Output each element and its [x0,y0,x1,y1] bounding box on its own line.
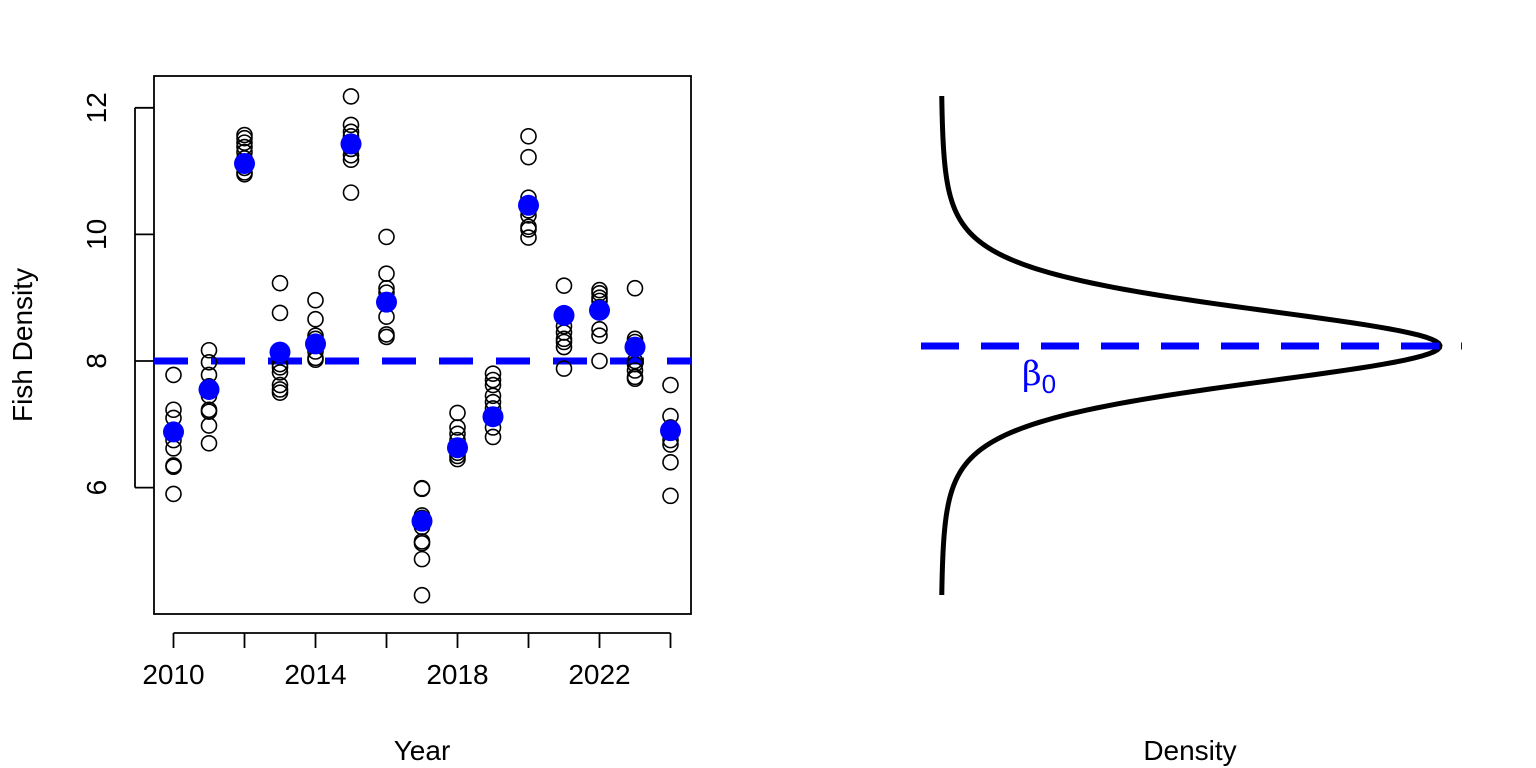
year-mean-point [198,378,220,400]
year-mean-point [305,333,326,355]
observation-point [449,404,466,422]
observation-point [200,353,218,371]
year-mean-point [340,133,362,155]
year-mean-point [624,336,646,358]
beta0-label: β0 [1022,354,1056,399]
observation-point [662,453,679,471]
year-mean-point [376,291,397,313]
observation-point [520,127,537,145]
x-tick-label: 2018 [426,659,488,690]
x-tick-label: 2014 [284,659,346,690]
observation-point [626,370,644,388]
observation-point [236,129,253,147]
observation-point [200,403,218,420]
observation-point [662,376,679,394]
right-panel: β0 Density [921,95,1462,766]
x-tick-label: 2022 [568,659,630,690]
year-mean-point [163,421,184,443]
observation-point [342,184,360,201]
observation-point [591,327,608,344]
observation-point [662,487,679,505]
observation-point [200,417,218,434]
observation-point [378,265,395,282]
observation-point [555,360,573,377]
observation-point [271,364,289,381]
y-tick-label: 8 [81,353,112,369]
observation-point [555,277,573,294]
density-curve [939,95,1443,596]
y-tick-label: 6 [81,480,112,496]
year-mean-point [660,420,681,442]
year-mean-point [269,341,291,363]
observation-point [165,457,182,474]
observation-point [200,341,218,359]
observation-point [555,333,573,351]
observation-point [378,228,395,246]
observation-point [165,401,182,419]
beta0-subscript: 0 [1042,369,1056,399]
observation-point [413,535,431,552]
observation-point [165,485,182,503]
year-mean-point [447,437,468,459]
year-mean-point [411,510,433,532]
observation-point [165,366,182,384]
observation-point [236,134,253,151]
y-tick-label: 12 [81,92,112,123]
observation-point [449,419,466,436]
observation-point [626,362,644,379]
y-tick-label: 10 [81,219,112,250]
observation-point [271,384,289,401]
density-axis-label: Density [1143,735,1236,766]
observation-point [378,328,395,346]
year-mean-point [482,406,504,428]
year-mean-point [518,194,539,216]
beta0-symbol: β [1022,354,1042,394]
observation-point [342,116,360,134]
plot-frame [153,75,692,615]
observation-point [520,148,537,166]
observation-point [591,352,608,370]
x-tick-label: 2010 [142,659,204,690]
year-mean-point [553,304,575,326]
observation-point [484,387,502,405]
observation-point [271,376,289,394]
observation-point [484,371,502,389]
observation-point [484,428,502,446]
left-panel: 2010 2014 2018 2022 6 8 10 12 Year Fish Densit… [7,75,692,766]
observation-point [307,291,324,309]
observation-point [555,338,573,356]
observation-point [271,274,289,292]
year-mean-point [589,299,610,321]
y-axis: 6 8 10 12 [81,92,154,495]
year-mean-point [234,153,255,175]
observation-point [342,88,360,105]
observation-point [626,279,644,297]
observation-point [271,304,289,322]
observation-point [413,480,431,498]
observation-point [484,365,502,382]
observation-point [200,434,218,452]
observation-point [413,550,431,568]
observation-point [520,229,537,246]
observation-point [307,310,324,328]
observation-point [591,321,608,338]
y-axis-label: Fish Density [7,268,38,422]
observation-point [484,376,502,394]
year-mean-points [163,133,681,532]
x-axis: 2010 2014 2018 2022 [142,632,672,690]
x-axis-label: Year [394,735,451,766]
observation-point [165,458,182,476]
observation-point [520,221,537,238]
observation-point [413,586,431,604]
